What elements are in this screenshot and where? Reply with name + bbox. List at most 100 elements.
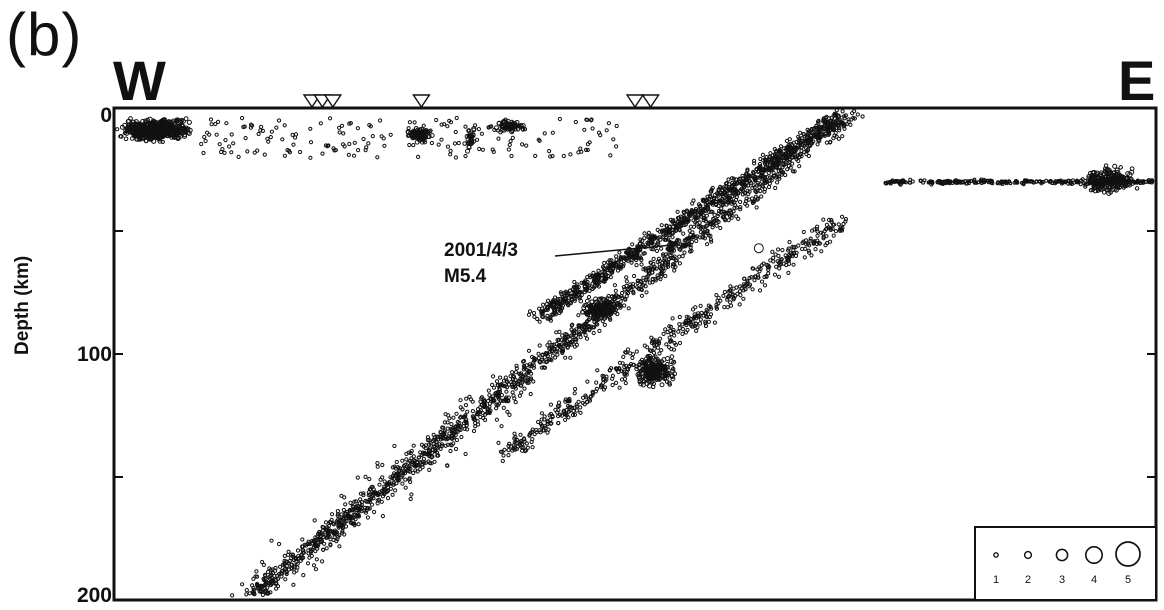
earthquake-event — [950, 181, 955, 185]
earthquake-event — [716, 199, 722, 204]
earthquake-event — [1128, 176, 1134, 182]
earthquake-event — [821, 236, 826, 241]
earthquake-event — [256, 131, 261, 137]
earthquake-event — [371, 487, 376, 492]
earthquake-event — [466, 128, 471, 133]
earthquake-event — [629, 258, 634, 263]
earthquake-event — [644, 290, 649, 295]
earthquake-event — [430, 448, 435, 453]
earthquake-event — [610, 376, 615, 381]
earthquake-event — [815, 233, 820, 238]
earthquake-event — [792, 169, 797, 174]
earthquake-event — [652, 266, 657, 271]
earthquake-event — [497, 386, 502, 392]
earthquake-event — [463, 403, 469, 408]
earthquake-event — [533, 153, 538, 158]
earthquake-event — [640, 238, 645, 243]
earthquake-event — [618, 255, 623, 260]
earthquake-event — [805, 127, 810, 132]
earthquake-event — [468, 397, 473, 402]
earthquake-event — [777, 262, 782, 267]
west-label: W — [113, 49, 166, 112]
earthquake-event — [300, 550, 305, 555]
earthquake-event — [435, 453, 440, 458]
earthquake-event — [282, 153, 287, 158]
earthquake-event — [624, 279, 629, 284]
earthquake-event — [711, 217, 716, 222]
earthquake-event — [555, 352, 560, 357]
earthquake-event — [609, 366, 614, 371]
earthquake-event — [550, 130, 555, 135]
earthquake-event — [519, 390, 524, 395]
earthquake-event — [548, 154, 553, 159]
earthquake-event — [669, 354, 675, 359]
earthquake-event — [489, 124, 494, 129]
earthquake-event — [690, 307, 696, 312]
earthquake-event — [491, 374, 496, 379]
earthquake-event — [554, 330, 559, 335]
earthquake-event — [665, 254, 670, 259]
earthquake-event — [384, 482, 389, 487]
earthquake-event — [407, 120, 412, 125]
earthquake-event — [1093, 181, 1099, 186]
earthquake-event — [714, 302, 719, 307]
earthquake-event — [790, 155, 795, 160]
earthquake-event — [770, 249, 775, 254]
earthquake-event — [634, 366, 639, 372]
earthquake-event — [573, 289, 578, 294]
earthquake-event — [638, 256, 644, 261]
earthquake-event — [430, 439, 435, 444]
earthquake-event — [734, 214, 739, 219]
earthquake-event — [742, 276, 747, 281]
earthquake-event — [522, 373, 528, 378]
earthquake-event — [501, 383, 506, 388]
earthquake-event — [745, 188, 750, 193]
earthquake-event — [798, 140, 803, 145]
earthquake-event — [646, 370, 652, 376]
legend-circle — [1055, 548, 1069, 562]
earthquake-event — [578, 405, 583, 410]
earthquake-event — [701, 197, 707, 202]
earthquake-event — [572, 279, 577, 285]
earthquake-event — [427, 467, 432, 472]
earthquake-event — [588, 395, 593, 400]
earthquake-event — [493, 125, 500, 131]
earthquake-event — [755, 267, 760, 272]
earthquake-event — [365, 515, 370, 520]
earthquake-event — [331, 146, 336, 151]
earthquake-event — [816, 134, 821, 139]
earthquake-event — [702, 236, 708, 241]
earthquake-event — [1127, 171, 1133, 178]
earthquake-event — [646, 379, 652, 385]
earthquake-event — [442, 429, 447, 434]
earthquake-event — [694, 215, 699, 220]
earthquake-event — [513, 370, 519, 375]
event-date-annotation: 2001/4/3 — [444, 240, 518, 261]
y-tick-label: 200 — [76, 584, 112, 607]
earthquake-event — [579, 292, 584, 298]
earthquake-event — [606, 121, 612, 126]
earthquake-event — [496, 440, 501, 445]
earthquake-event — [365, 505, 370, 511]
earthquake-event — [834, 118, 839, 124]
earthquake-event — [285, 148, 290, 153]
earthquake-event — [307, 555, 312, 560]
earthquake-event — [306, 548, 311, 553]
earthquake-event — [401, 471, 406, 476]
earthquake-event — [634, 263, 639, 268]
earthquake-event — [712, 212, 717, 217]
earthquake-event — [296, 554, 301, 559]
earthquake-event — [678, 242, 683, 247]
earthquake-event — [356, 514, 361, 519]
earthquake-event — [463, 124, 468, 129]
earthquake-event — [313, 540, 318, 546]
earthquake-event — [230, 593, 235, 598]
earthquake-event — [781, 161, 786, 166]
earthquake-event — [506, 398, 511, 403]
earthquake-event — [505, 409, 510, 414]
earthquake-event — [1014, 179, 1019, 184]
earthquake-event — [283, 566, 288, 571]
earthquake-event — [531, 365, 537, 370]
earthquake-event — [598, 385, 604, 390]
earthquake-event — [776, 152, 781, 157]
